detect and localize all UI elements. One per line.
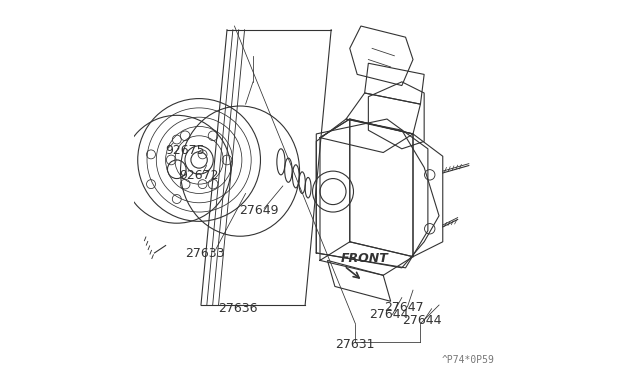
Text: 27636: 27636	[218, 302, 258, 315]
Text: 92672: 92672	[179, 169, 219, 182]
Text: FRONT: FRONT	[340, 252, 388, 265]
Text: 92675: 92675	[166, 144, 205, 157]
Text: 27633: 27633	[185, 247, 225, 260]
Text: 27649: 27649	[239, 204, 278, 217]
Text: 27644: 27644	[369, 308, 408, 321]
Text: ^P74*0P59: ^P74*0P59	[442, 355, 495, 365]
Text: 27631: 27631	[335, 338, 375, 351]
Text: 27647: 27647	[384, 301, 424, 314]
Text: 27644: 27644	[403, 314, 442, 327]
